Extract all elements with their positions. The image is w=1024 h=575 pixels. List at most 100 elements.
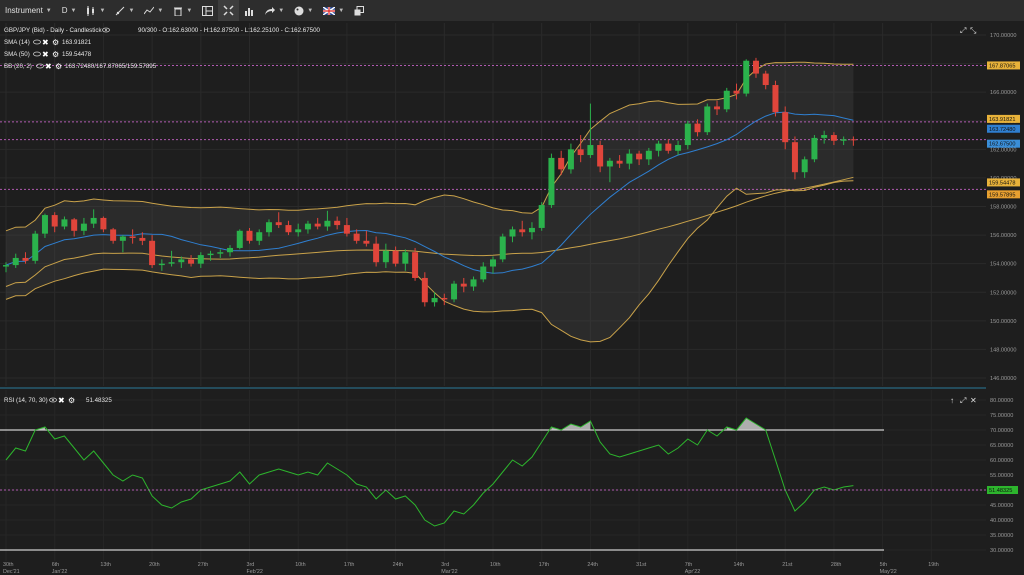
chevron-down-icon: ▼ xyxy=(45,7,52,14)
candle-body xyxy=(645,150,652,160)
toolbar: Instrument ▼ D ▼ ▼ ▼ ▼ ▼ ▼ ▼ ▼ xyxy=(0,0,1024,22)
layout-button[interactable] xyxy=(197,0,218,21)
candle-body xyxy=(743,60,750,94)
candle-body xyxy=(51,215,58,227)
candle-body xyxy=(139,237,146,241)
candle-body xyxy=(451,283,458,300)
price-tag xyxy=(987,61,1020,70)
sma50-line xyxy=(5,176,854,287)
maximize-pane-icon[interactable]: ⤢ xyxy=(959,26,966,35)
rsi-tick-label: 60.00000 xyxy=(990,458,1013,464)
time-tick-label: 30th xyxy=(3,562,14,568)
rsi-tick-label: 35.00000 xyxy=(990,533,1013,539)
uk-flag-icon xyxy=(323,6,336,15)
time-tick-label: 7th xyxy=(685,562,693,568)
settings-gear-icon[interactable]: ⚙ xyxy=(52,38,59,47)
rsi-tick-label: 30.00000 xyxy=(990,548,1013,554)
remove-icon[interactable]: ✖ xyxy=(45,62,52,71)
indicator-value: 163.72480/167.87065/159.57895 xyxy=(65,63,157,70)
chevron-down-icon: ▼ xyxy=(278,7,285,14)
share-button[interactable]: ▼ xyxy=(259,0,289,21)
time-tick-label: 20th xyxy=(149,562,160,568)
candle-body xyxy=(207,253,214,256)
popout-button[interactable] xyxy=(349,0,369,21)
candle-body xyxy=(791,142,798,173)
candle-body xyxy=(3,265,9,267)
remove-icon[interactable]: ✖ xyxy=(58,396,65,405)
candle-body xyxy=(811,137,818,160)
chart-area[interactable]: 170.00000168.00000166.00000164.00000162.… xyxy=(0,21,1024,575)
settings-gear-icon[interactable]: ⚙ xyxy=(55,62,62,71)
candles xyxy=(3,57,857,307)
rsi-tick-label: 80.00000 xyxy=(990,398,1013,404)
candle-body xyxy=(431,297,438,303)
candle-body xyxy=(499,236,506,260)
line-tool-icon xyxy=(116,6,125,15)
remove-icon[interactable]: ✖ xyxy=(42,38,49,47)
maximize-pane-icon[interactable]: ⤢ xyxy=(959,396,966,405)
indicator-label: SMA (50) xyxy=(4,51,30,58)
volume-button[interactable] xyxy=(239,0,259,21)
studies-button[interactable]: ▼ xyxy=(139,0,168,21)
period-menu[interactable]: D ▼ xyxy=(57,0,82,21)
candle-body xyxy=(421,277,428,303)
pane-controls: ⤢ ⤡ ↑ ⤢ ✕ xyxy=(950,26,977,405)
candle-body xyxy=(441,297,448,300)
instrument-menu[interactable]: Instrument ▼ xyxy=(0,0,57,21)
bollinger-upper-line xyxy=(5,61,854,232)
close-pane-icon[interactable]: ✕ xyxy=(970,396,977,405)
price-tag xyxy=(987,139,1020,148)
candle-body xyxy=(275,222,282,226)
detach-pane-icon[interactable]: ⤡ xyxy=(970,26,977,35)
candle-body xyxy=(470,279,477,287)
time-tick-label: 10th xyxy=(490,562,501,568)
time-tick-label: 24th xyxy=(587,562,598,568)
candle-body xyxy=(460,283,467,287)
drawing-tools-button[interactable]: ▼ xyxy=(110,0,139,21)
candle-body xyxy=(236,230,243,248)
chevron-down-icon: ▼ xyxy=(338,7,345,14)
candle-body xyxy=(373,243,380,263)
language-button[interactable]: ▼ xyxy=(318,0,349,21)
visibility-eye-icon[interactable] xyxy=(49,397,57,403)
candle-body xyxy=(71,219,78,231)
settings-gear-icon[interactable]: ⚙ xyxy=(52,50,59,59)
indicator-label: BB (20, 2) xyxy=(4,63,32,70)
candle-body xyxy=(90,217,97,224)
chevron-down-icon: ▼ xyxy=(157,7,164,14)
time-tick-label: 27th xyxy=(198,562,209,568)
time-tick-label: 3rd xyxy=(247,562,255,568)
candle-body xyxy=(119,236,126,241)
price-tag xyxy=(987,114,1020,123)
visibility-eye-icon[interactable] xyxy=(102,27,110,33)
visibility-eye-icon[interactable] xyxy=(33,51,41,57)
move-up-icon[interactable]: ↑ xyxy=(950,396,954,405)
settings-gear-icon[interactable]: ⚙ xyxy=(68,396,75,405)
theme-button[interactable]: ▼ xyxy=(289,0,318,21)
candle-body xyxy=(684,123,691,146)
candle-body xyxy=(227,247,234,253)
time-tick-sublabel: Apr'22 xyxy=(685,569,700,575)
trash-icon xyxy=(174,7,183,16)
candle-body xyxy=(490,259,496,267)
visibility-eye-icon[interactable] xyxy=(33,39,41,45)
candle-body xyxy=(519,229,526,233)
candle-body xyxy=(850,139,857,141)
remove-icon[interactable]: ✖ xyxy=(42,50,49,59)
candle-body xyxy=(723,90,730,110)
candle-body xyxy=(704,106,711,133)
windows-icon xyxy=(354,5,365,15)
bar-chart-icon xyxy=(245,7,254,16)
time-tick-label: 28th xyxy=(831,562,842,568)
bollinger-band-fill xyxy=(6,62,854,342)
candlestick-icon xyxy=(87,5,95,16)
visibility-eye-icon[interactable] xyxy=(36,63,44,69)
time-tick-sublabel: Dec'21 xyxy=(3,569,20,575)
delete-button[interactable]: ▼ xyxy=(168,0,197,21)
chart-type-button[interactable]: ▼ xyxy=(81,0,110,21)
rsi-axis[interactable]: 80.00000 75.00000 70.00000 65.00000 60.00000… xyxy=(987,398,1018,554)
crosshair-button[interactable] xyxy=(218,0,240,21)
price-tag xyxy=(987,178,1020,187)
time-tick-label: 10th xyxy=(295,562,306,568)
